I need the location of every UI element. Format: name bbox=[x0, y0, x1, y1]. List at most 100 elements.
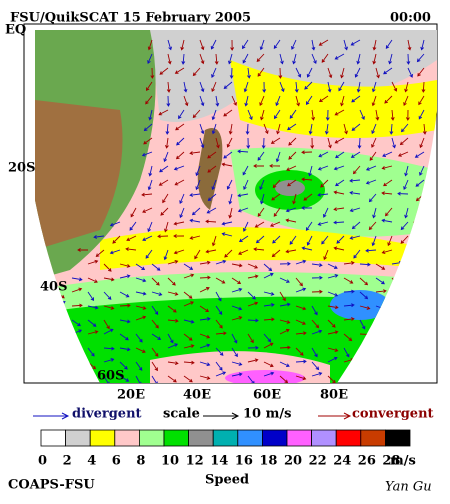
wind-arrow bbox=[340, 95, 345, 107]
colorbar-tick: 8 bbox=[136, 454, 145, 469]
wind-arrow bbox=[247, 345, 259, 350]
wind-arrow bbox=[318, 39, 329, 46]
wind-arrow bbox=[71, 287, 83, 293]
wind-arrow bbox=[279, 361, 290, 368]
wind-arrow bbox=[371, 235, 377, 247]
wind-arrow bbox=[308, 165, 313, 177]
wind-arrow bbox=[340, 67, 345, 79]
wind-arrow bbox=[164, 221, 169, 233]
wind-arrow bbox=[129, 221, 137, 231]
wind-arrow bbox=[39, 361, 50, 368]
wind-arrow bbox=[147, 179, 153, 191]
colorbar-tick: 10 bbox=[161, 454, 179, 469]
wind-arrow bbox=[215, 371, 227, 377]
wind-arrow bbox=[199, 305, 210, 313]
wind-arrow bbox=[189, 193, 201, 197]
wind-arrow bbox=[301, 177, 313, 182]
wind-arrow bbox=[273, 207, 281, 217]
wind-arrow bbox=[382, 151, 393, 157]
wind-arrow bbox=[416, 53, 425, 63]
lon-label: 40E bbox=[183, 388, 211, 403]
wind-arrow bbox=[119, 319, 131, 324]
wind-arrow bbox=[384, 95, 393, 104]
wind-arrow bbox=[333, 220, 345, 225]
wind-arrow bbox=[359, 305, 371, 310]
wind-arrow bbox=[390, 109, 395, 121]
wind-arrow bbox=[276, 123, 281, 135]
wind-arrow bbox=[295, 375, 307, 381]
wind-arrow bbox=[423, 329, 435, 335]
colorbar-box bbox=[286, 429, 313, 447]
wind-arrow bbox=[372, 53, 377, 65]
wind-arrow bbox=[368, 193, 377, 203]
wind-arrow bbox=[311, 305, 318, 316]
wind-arrow bbox=[295, 259, 307, 265]
wind-arrow bbox=[322, 207, 329, 218]
wind-arrow bbox=[215, 319, 223, 329]
wind-arrow bbox=[119, 347, 131, 352]
wind-arrow bbox=[215, 305, 223, 315]
wind-arrow bbox=[228, 193, 233, 205]
wind-arrow bbox=[238, 235, 249, 243]
wind-arrow bbox=[165, 137, 169, 149]
wind-arrow bbox=[71, 361, 81, 369]
wind-arrow bbox=[206, 207, 217, 214]
wind-arrow bbox=[199, 260, 211, 265]
wind-arrow bbox=[391, 305, 402, 312]
wind-arrow bbox=[87, 330, 99, 335]
wind-arrow bbox=[349, 207, 361, 213]
wind-arrow bbox=[135, 277, 147, 283]
colorbar-tick: 20 bbox=[284, 454, 302, 469]
wind-arrow bbox=[289, 235, 297, 245]
wind-arrow bbox=[413, 220, 425, 225]
wind-arrow bbox=[375, 357, 387, 363]
wind-arrow bbox=[215, 291, 222, 302]
wind-arrow bbox=[39, 375, 51, 381]
wind-arrow bbox=[336, 235, 345, 244]
wind-arrow bbox=[55, 361, 65, 370]
wind-arrow bbox=[231, 263, 243, 268]
wind-arrow bbox=[39, 330, 51, 335]
wind-arrow bbox=[317, 192, 329, 197]
wind-arrow bbox=[192, 109, 201, 119]
wind-arrow bbox=[365, 165, 377, 171]
land-highland bbox=[35, 100, 123, 250]
wind-arrow bbox=[375, 319, 387, 324]
wind-arrow bbox=[147, 221, 153, 233]
wind-arrow bbox=[157, 234, 169, 239]
wind-arrow bbox=[306, 235, 313, 246]
wind-arrow bbox=[237, 149, 249, 154]
wind-arrow bbox=[327, 347, 339, 352]
wind-arrow bbox=[288, 151, 297, 160]
wind-arrow bbox=[291, 39, 297, 50]
wind-arrow bbox=[371, 137, 377, 148]
lat-label: 20S bbox=[8, 161, 35, 176]
wind-arrow bbox=[247, 333, 254, 344]
lat-label: EQ bbox=[5, 23, 26, 38]
wind-arrow bbox=[262, 81, 267, 93]
wind-arrow bbox=[215, 137, 220, 149]
wind-arrow bbox=[247, 291, 256, 300]
wind-arrow bbox=[279, 375, 289, 383]
wind-arrow bbox=[301, 206, 313, 210]
wind-arrow bbox=[199, 317, 211, 321]
wind-arrow bbox=[263, 302, 275, 307]
colorbar-box bbox=[212, 429, 239, 447]
colorbar-label: Speed bbox=[205, 473, 249, 488]
land-madagascar bbox=[197, 128, 223, 210]
colorbar-tick: 26 bbox=[358, 454, 376, 469]
lon-label: 80E bbox=[320, 388, 348, 403]
wind-arrow bbox=[327, 263, 338, 270]
wind-arrow bbox=[163, 249, 169, 261]
wind-arrow bbox=[287, 179, 297, 187]
wind-arrow bbox=[207, 193, 217, 202]
wind-arrow bbox=[151, 263, 161, 271]
lat-label: 40S bbox=[40, 280, 67, 295]
wind-arrow bbox=[103, 305, 115, 310]
wind-arrow bbox=[259, 95, 265, 107]
wind-arrow bbox=[174, 179, 185, 186]
wind-arrow bbox=[381, 191, 393, 196]
time: 00:00 bbox=[390, 11, 431, 26]
wind-arrow bbox=[325, 109, 330, 121]
wind-arrow bbox=[141, 151, 153, 157]
